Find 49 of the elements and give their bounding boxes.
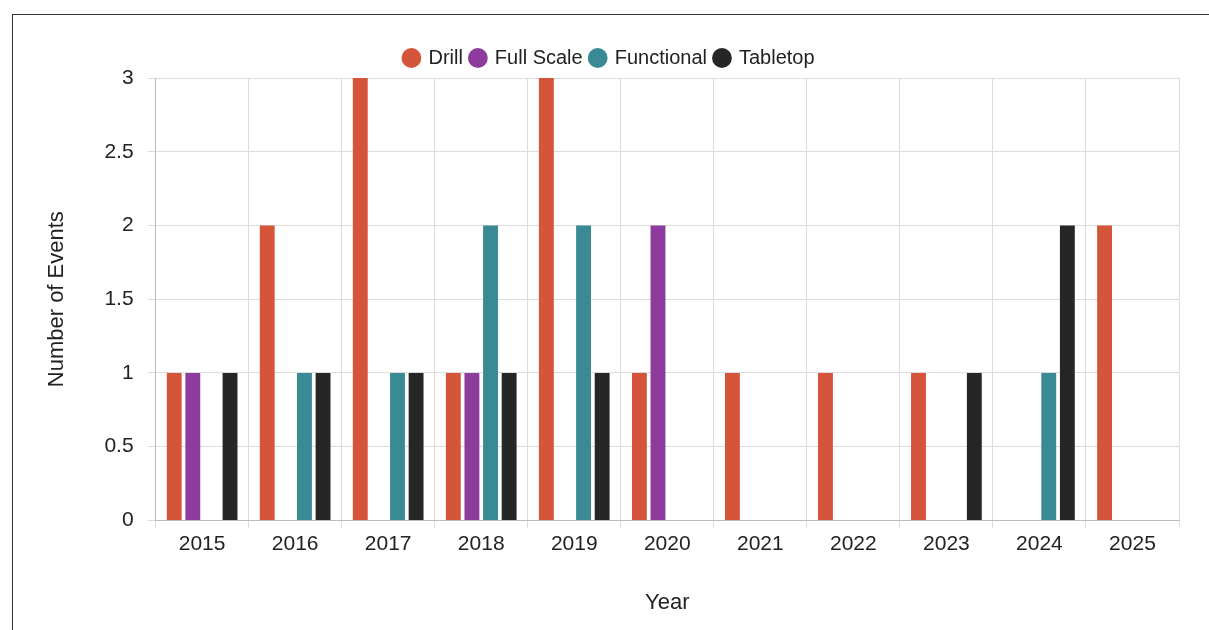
bar bbox=[464, 372, 480, 520]
bar bbox=[1041, 372, 1057, 520]
x-tick-label: 2015 bbox=[178, 530, 226, 554]
bar bbox=[501, 372, 517, 520]
x-tick-label: 2018 bbox=[457, 530, 505, 554]
bar bbox=[631, 372, 647, 520]
bar bbox=[408, 372, 424, 520]
legend-label: Tabletop bbox=[738, 45, 815, 68]
x-tick-label: 2020 bbox=[643, 530, 691, 554]
bar bbox=[315, 372, 331, 520]
y-tick-label: 1.5 bbox=[104, 286, 134, 309]
x-axis-title: Year bbox=[645, 588, 690, 614]
bar bbox=[352, 78, 368, 520]
bar bbox=[594, 372, 610, 520]
bar bbox=[724, 372, 740, 520]
bar bbox=[166, 372, 182, 520]
legend-label: Functional bbox=[614, 45, 707, 68]
x-tick-label: 2025 bbox=[1109, 530, 1156, 554]
bar bbox=[297, 372, 312, 520]
y-tick-label: 0 bbox=[121, 507, 134, 531]
bar bbox=[185, 372, 201, 520]
x-tick-label: 2016 bbox=[271, 530, 319, 554]
bar bbox=[650, 225, 666, 520]
y-tick-label: 0.5 bbox=[104, 433, 134, 457]
y-tick-label: 1 bbox=[121, 359, 134, 383]
bar bbox=[259, 225, 275, 520]
bar bbox=[222, 372, 238, 520]
x-tick-label: 2024 bbox=[1016, 530, 1064, 554]
bar bbox=[576, 225, 592, 520]
bar bbox=[818, 372, 833, 520]
bar bbox=[390, 372, 405, 520]
y-tick-label: 3 bbox=[121, 64, 134, 88]
bar bbox=[483, 225, 498, 520]
bar bbox=[966, 372, 982, 520]
bar bbox=[445, 372, 461, 520]
x-tick-label: 2022 bbox=[830, 530, 877, 554]
y-axis-title: Number of Events bbox=[43, 211, 69, 388]
y-tick-label: 2.5 bbox=[104, 138, 134, 162]
bar bbox=[1059, 225, 1075, 520]
bar bbox=[911, 372, 926, 520]
legend-label: Drill bbox=[428, 45, 463, 68]
legend-label: Full Scale bbox=[494, 45, 583, 68]
x-tick-label: 2021 bbox=[736, 530, 784, 554]
y-tick-label: 2 bbox=[121, 212, 134, 236]
x-tick-label: 2019 bbox=[550, 530, 598, 554]
x-tick-label: 2023 bbox=[923, 530, 970, 554]
bar bbox=[538, 78, 554, 520]
bar bbox=[1097, 225, 1113, 520]
x-tick-label: 2017 bbox=[364, 530, 412, 554]
